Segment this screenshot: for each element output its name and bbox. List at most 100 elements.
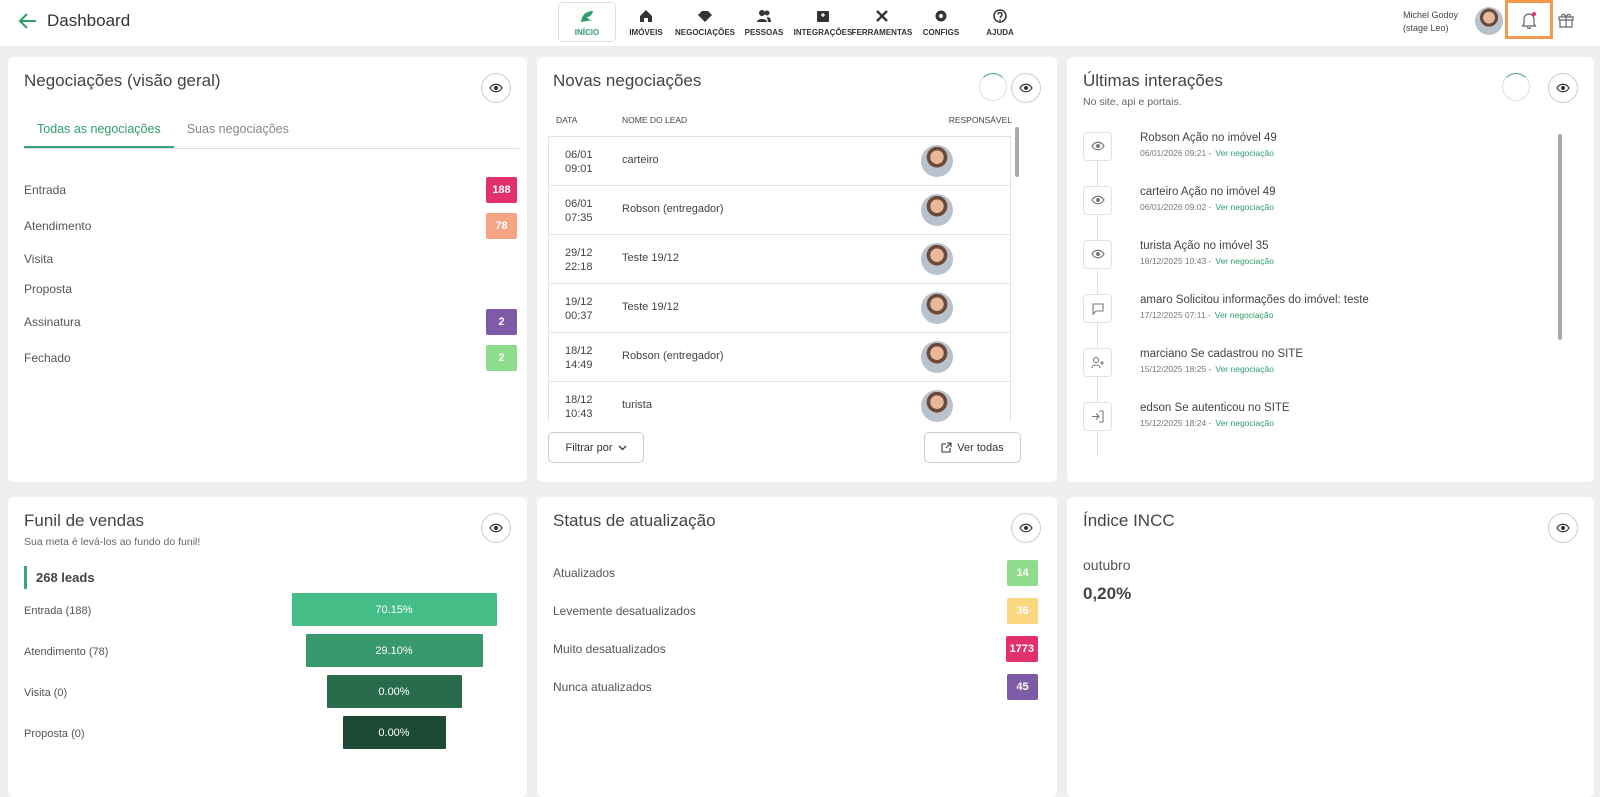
funnel-row: Visita (0) 0.00%: [24, 675, 504, 716]
table-row[interactable]: 19/12 00:37 Teste 19/12: [549, 284, 1010, 333]
scrollbar[interactable]: [1015, 127, 1019, 177]
eye-icon-shape: [1561, 86, 1565, 90]
icon-eye: [1090, 249, 1105, 259]
nav-item[interactable]: NEGOCIAÇÕES: [675, 2, 736, 42]
interaction-icon: [1083, 186, 1112, 215]
nav-item[interactable]: IMÓVEIS: [617, 2, 675, 42]
card-title: Últimas interações: [1083, 71, 1223, 90]
lead-name: Teste 19/12: [622, 301, 679, 313]
nav-item[interactable]: AJUDA: [971, 2, 1029, 42]
back-arrow[interactable]: [18, 12, 38, 30]
user-info: Michel Godoy (stage Leo): [1403, 9, 1458, 35]
responsible-avatar: [921, 341, 953, 373]
icon-user-shape: [1092, 356, 1099, 364]
lead-name: carteiro: [622, 154, 659, 166]
nav: INÍCIO IMÓVEIS NEGOCIAÇÕES PESSOAS INTEGRAÇÕ…: [558, 2, 1030, 42]
table-row[interactable]: 06/01 09:01 carteiro: [549, 137, 1010, 186]
nav-icon-shape: [876, 9, 888, 22]
eye-icon-shape: [489, 83, 503, 93]
icon-login: [1091, 410, 1104, 423]
nav-label: IMÓVEIS: [629, 27, 663, 37]
interaction-icon: [1083, 402, 1112, 431]
nav-item[interactable]: INTEGRAÇÕES: [794, 2, 852, 42]
nav-icon: [876, 9, 888, 22]
row-date: 18/12 10:43: [565, 393, 593, 421]
date: 18/12: [565, 394, 593, 406]
eye-icon: [1556, 83, 1570, 93]
notifications[interactable]: [1505, 0, 1553, 39]
stage-list: Entrada 188 Atendimento 78 Visita Proposta Ass…: [24, 172, 517, 376]
nav-label: NEGOCIAÇÕES: [675, 27, 736, 37]
loading-spinner: [1502, 73, 1530, 101]
interaction-meta: 15/12/2025 18:25 - Ver negociação: [1140, 364, 1274, 374]
nav-icon-shape: [993, 8, 1007, 23]
interaction-list: Robson Ação no imóvel 49 06/01/2026 09:21…: [1083, 127, 1533, 451]
status-card: Status de atualização Atualizados 14 Levem…: [537, 497, 1057, 797]
scrollbar[interactable]: [1558, 134, 1562, 340]
interaction: amaro Solicitou informações do imóvel: t…: [1083, 289, 1533, 343]
tab[interactable]: Todas as negociações: [24, 114, 174, 148]
icon-chat-shape: [1091, 303, 1104, 315]
table-row[interactable]: 29/12 22:18 Teste 19/12: [549, 235, 1010, 284]
eye-button[interactable]: [481, 73, 511, 103]
external-icon: [941, 442, 952, 453]
card-title: Índice INCC: [1083, 511, 1175, 530]
interaction-meta: 06/01/2026 09:21 - Ver negociação: [1140, 148, 1274, 158]
icon-chat: [1091, 303, 1104, 315]
nav-item[interactable]: FERRAMENTAS: [852, 2, 912, 42]
see-all-button[interactable]: Ver todas: [924, 432, 1021, 463]
see-negotiation-link[interactable]: Ver negociação: [1215, 256, 1274, 266]
incc-value: 0,20%: [1083, 584, 1132, 603]
column-header: NOME DO LEAD: [622, 115, 688, 125]
eye-button[interactable]: [1011, 513, 1041, 543]
nav-item[interactable]: INÍCIO: [558, 2, 616, 42]
tabs: Todas as negociações Suas negociações: [24, 114, 519, 149]
funnel-label: Entrada (188): [24, 605, 92, 617]
interaction-icon: [1083, 240, 1112, 269]
eye-button[interactable]: [1011, 73, 1041, 103]
stage-row: Fechado 2: [24, 340, 517, 376]
user-avatar[interactable]: [1475, 7, 1503, 35]
table-row[interactable]: 06/01 07:35 Robson (entregador): [549, 186, 1010, 235]
funnel-total: 268 leads: [24, 566, 95, 589]
interaction-meta: 18/12/2025 10:43 - Ver negociação: [1140, 256, 1274, 266]
stage-row: Atendimento 78: [24, 208, 517, 244]
eye-button[interactable]: [1548, 513, 1578, 543]
table-row[interactable]: 18/12 14:49 Robson (entregador): [549, 333, 1010, 382]
nav-item[interactable]: PESSOAS: [735, 2, 793, 42]
see-negotiation-link[interactable]: Ver negociação: [1215, 202, 1274, 212]
eye-icon: [489, 523, 503, 533]
nav-label: PESSOAS: [744, 27, 784, 37]
see-negotiation-link[interactable]: Ver negociação: [1215, 418, 1274, 428]
nav-icon: [698, 10, 712, 22]
interactions-card: Últimas interações No site, api e portai…: [1067, 57, 1594, 482]
interaction-text: edson Se autenticou no SITE: [1140, 402, 1290, 414]
eye-icon: [489, 83, 503, 93]
see-negotiation-link[interactable]: Ver negociação: [1214, 310, 1274, 320]
interaction: carteiro Ação no imóvel 49 06/01/2026 09:…: [1083, 181, 1533, 235]
status-label: Nunca atualizados: [553, 680, 652, 694]
time: 09:01: [565, 163, 593, 175]
eye-button[interactable]: [1548, 73, 1578, 103]
gift-icon[interactable]: [1557, 11, 1575, 29]
nav-item[interactable]: CONFIGS: [912, 2, 970, 42]
user-name: Michel Godoy: [1403, 10, 1459, 20]
time: 22:18: [565, 261, 593, 273]
eye-icon-shape: [1556, 83, 1570, 93]
stage-count: 188: [486, 177, 517, 203]
interaction-text: turista Ação no imóvel 35: [1140, 240, 1269, 252]
interaction-date: 17/12/2025 07:11 -: [1140, 310, 1211, 320]
interaction-date: 06/01/2026 09:02 -: [1140, 202, 1212, 212]
see-negotiation-link[interactable]: Ver negociação: [1215, 364, 1274, 374]
date: 06/01: [565, 149, 593, 161]
dashboard-grid: Negociações (visão geral) Todas as negoc…: [8, 57, 1594, 797]
table-row[interactable]: 18/12 10:43 turista: [549, 382, 1010, 422]
nav-icon: [640, 9, 652, 22]
funnel-label: Proposta (0): [24, 728, 85, 740]
stage-row: Entrada 188: [24, 172, 517, 208]
tab[interactable]: Suas negociações: [186, 122, 289, 136]
see-negotiation-link[interactable]: Ver negociação: [1215, 148, 1274, 158]
eye-button[interactable]: [481, 513, 511, 543]
filter-button[interactable]: Filtrar por: [548, 432, 644, 463]
